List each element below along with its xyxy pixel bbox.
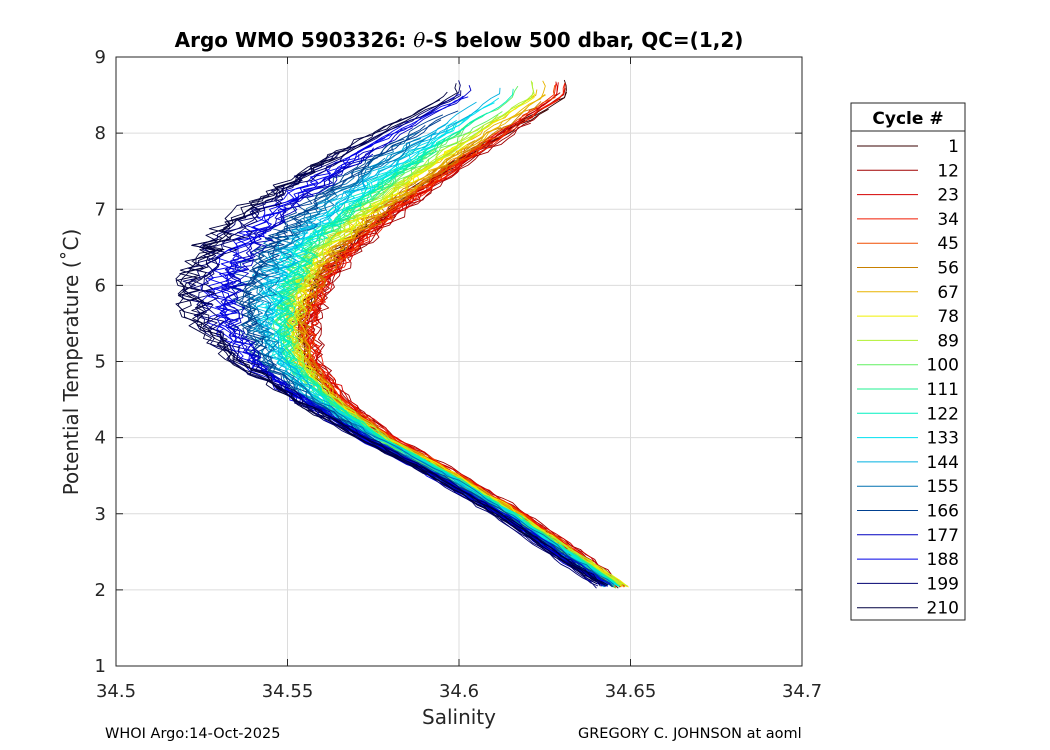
legend-label: 89 — [937, 331, 959, 351]
y-tick-label: 5 — [95, 352, 106, 373]
profile-series — [175, 79, 629, 589]
legend-box — [850, 102, 966, 621]
profile-line — [315, 122, 628, 587]
title-suffix: -S below 500 dbar, QC=(1,2) — [425, 28, 743, 52]
profile-line — [175, 91, 598, 585]
legend-entry: 56 — [857, 259, 959, 279]
legend-label: 78 — [937, 307, 959, 327]
legend-entry: 210 — [857, 599, 959, 619]
legend-entry: 34 — [857, 210, 959, 230]
legend-label: 67 — [937, 283, 959, 303]
legend-label: 23 — [937, 186, 959, 206]
legend-entry: 67 — [857, 283, 959, 303]
profile-line — [299, 94, 627, 587]
y-axis-label: Potential Temperature (˚C) — [59, 229, 83, 496]
legend-entries: 1 12 23 34 45 56 67 78 89 100 111 122 133 144 155 166 17… — [857, 137, 959, 619]
legend-label: 45 — [937, 234, 959, 254]
legend-entry: 199 — [857, 574, 959, 594]
profile-line — [259, 87, 616, 587]
legend-label: 155 — [927, 477, 959, 497]
axis-ticks: 34.5 34.55 34.6 34.65 34.7 1 2 3 4 5 6 7 8 9 — [95, 47, 822, 702]
profile-line — [175, 99, 601, 585]
y-tick-label: 2 — [95, 580, 106, 601]
legend-entry: 155 — [857, 477, 959, 497]
profile-line — [205, 95, 609, 587]
legend-entry: 12 — [857, 161, 959, 181]
series-cycle-210 — [175, 83, 609, 587]
legend-label: 1 — [948, 137, 959, 157]
legend-entry: 1 — [857, 137, 959, 157]
legend-label: 100 — [927, 356, 959, 376]
y-tick-label: 6 — [95, 275, 106, 296]
footer-left-credit: WHOI Argo:14-Oct-2025 — [105, 726, 281, 742]
legend-label: 122 — [927, 404, 959, 424]
legend-title: Cycle # — [872, 109, 943, 129]
y-tick-label: 7 — [95, 199, 106, 220]
x-tick-label: 34.65 — [605, 681, 657, 702]
legend-entry: 188 — [857, 550, 959, 570]
title-theta: θ — [413, 28, 425, 52]
legend-label: 12 — [937, 161, 959, 181]
profile-line — [188, 80, 603, 585]
legend-label: 144 — [927, 453, 959, 473]
footer-right-credit: GREGORY C. JOHNSON at aoml — [578, 726, 802, 742]
y-tick-label: 1 — [95, 656, 106, 677]
legend-entry: 111 — [857, 380, 959, 400]
legend-label: 133 — [927, 429, 959, 449]
y-tick-label: 4 — [95, 428, 106, 449]
title-prefix: Argo WMO 5903326: — [175, 28, 414, 52]
legend-entry: 45 — [857, 234, 959, 254]
legend-entry: 166 — [857, 502, 959, 522]
legend-entry: 89 — [857, 331, 959, 351]
profile-line — [190, 159, 606, 584]
legend-entry: 177 — [857, 526, 959, 546]
legend-label: 166 — [927, 502, 959, 522]
legend-label: 188 — [927, 550, 959, 570]
x-tick-label: 34.5 — [96, 681, 136, 702]
chart-title: Argo WMO 5903326: θ-S below 500 dbar, QC… — [175, 28, 744, 52]
profile-line — [297, 94, 626, 588]
profile-line — [274, 150, 618, 586]
legend-entry: 100 — [857, 356, 959, 376]
legend-label: 111 — [927, 380, 959, 400]
legend-label: 210 — [927, 599, 959, 619]
legend-label: 56 — [937, 259, 959, 279]
x-axis-label: Salinity — [422, 705, 496, 729]
y-tick-label: 8 — [95, 123, 106, 144]
legend-entry: 133 — [857, 429, 959, 449]
x-tick-label: 34.55 — [262, 681, 314, 702]
legend-label: 177 — [927, 526, 959, 546]
y-tick-label: 9 — [95, 47, 106, 68]
legend-entry: 144 — [857, 453, 959, 473]
legend-label: 199 — [927, 574, 959, 594]
legend-entry: 78 — [857, 307, 959, 327]
y-tick-label: 3 — [95, 504, 106, 525]
legend-entry: 23 — [857, 186, 959, 206]
legend: Cycle # 1 12 23 34 45 56 67 78 89 100 111 122 133 144… — [850, 102, 966, 621]
legend-label: 34 — [937, 210, 959, 230]
x-tick-label: 34.6 — [439, 681, 479, 702]
legend-entry: 122 — [857, 404, 959, 424]
x-tick-label: 34.7 — [782, 681, 822, 702]
profile-line — [289, 82, 627, 587]
